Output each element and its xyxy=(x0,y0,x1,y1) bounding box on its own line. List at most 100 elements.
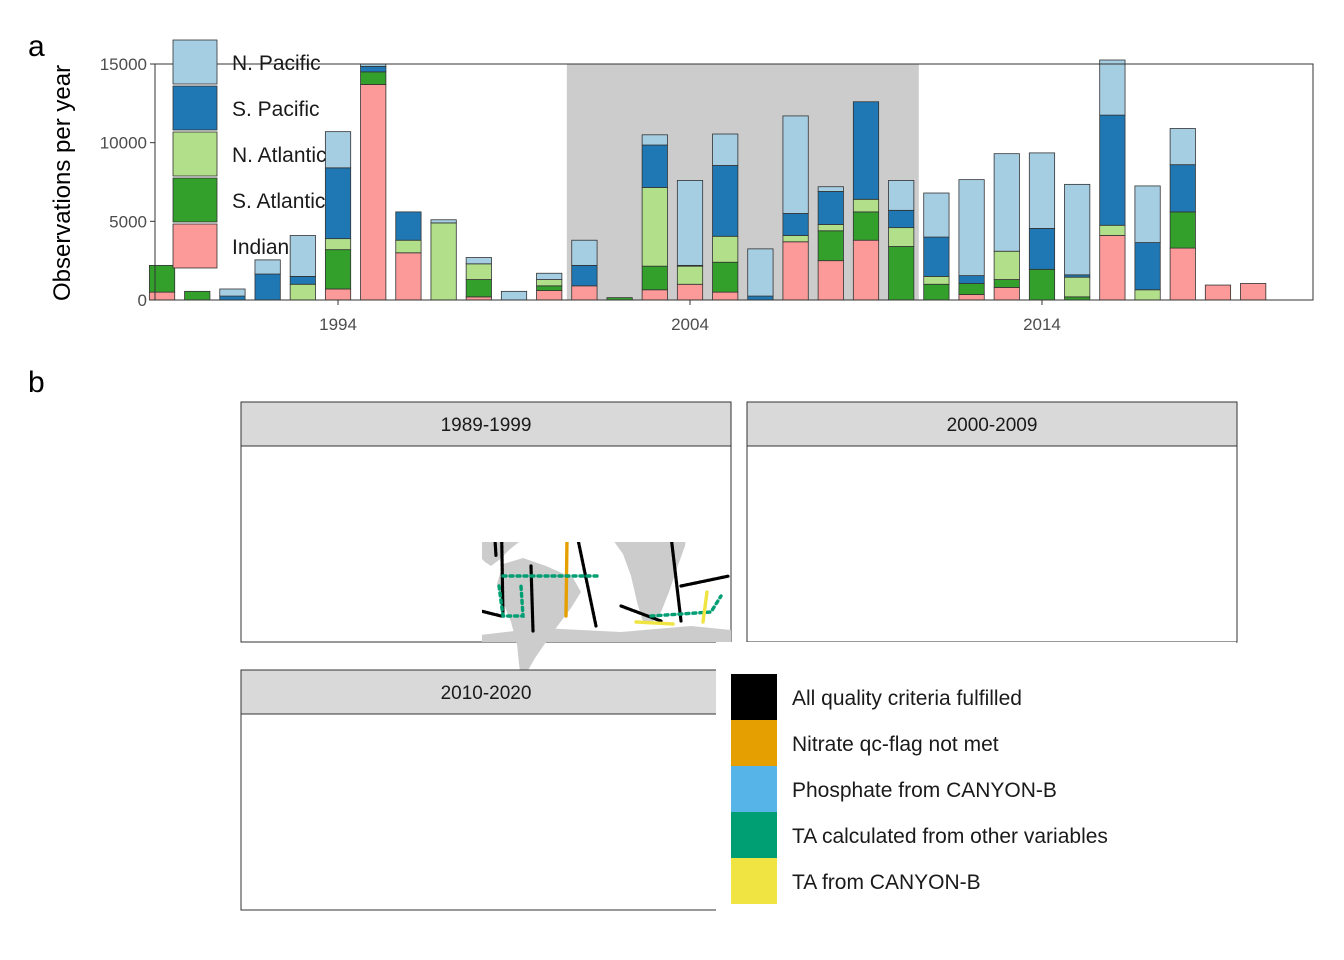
bar-segment xyxy=(747,295,774,301)
legend-key xyxy=(172,85,218,131)
bar-segment xyxy=(360,65,387,73)
cruise-track xyxy=(619,604,663,623)
bar-segment xyxy=(219,295,246,301)
bar-segment xyxy=(1028,268,1056,301)
map-legend-key xyxy=(731,812,777,858)
facet-strip xyxy=(240,669,732,715)
bar-segment xyxy=(1064,183,1091,276)
bar-segment xyxy=(958,179,985,277)
bar-segment xyxy=(1169,164,1196,213)
bar-segment xyxy=(852,239,880,301)
bar-segment xyxy=(958,294,985,301)
bar-segment xyxy=(430,222,457,301)
flagged-track xyxy=(634,620,675,626)
cruise-track xyxy=(500,542,505,618)
bar-segment xyxy=(782,213,809,236)
x-tick-label: 2014 xyxy=(1023,315,1061,334)
bar-segment xyxy=(536,272,563,280)
bar-segment xyxy=(360,84,387,301)
chart-axes: 0 5000 10000 15000 1994 2004 2014 xyxy=(100,55,1314,334)
bar-segment xyxy=(676,265,704,285)
facet-title: 1989-1999 xyxy=(441,415,532,436)
bar-segment xyxy=(1240,283,1267,301)
map-legend-label: All quality criteria fulfilled xyxy=(792,687,1022,710)
map-legend-label: TA calculated from other variables xyxy=(792,825,1108,848)
bar-segment xyxy=(324,131,352,169)
bar-segment xyxy=(254,273,281,301)
bar-segment xyxy=(958,283,985,295)
plot-border xyxy=(154,63,1314,301)
map-facet: 2000-2009 xyxy=(746,401,1238,643)
bar-segment xyxy=(888,180,915,211)
map-legend-label: TA from CANYON-B xyxy=(792,871,981,894)
legend-key xyxy=(172,131,218,177)
bar-segment xyxy=(782,235,809,243)
bar-segment xyxy=(888,209,915,229)
bar-segment xyxy=(289,283,316,301)
map-legend-key xyxy=(731,858,777,904)
bar-segment xyxy=(817,191,844,225)
bar-segment xyxy=(641,187,668,267)
bar-segment xyxy=(923,192,950,238)
bar-segment xyxy=(817,230,844,262)
bar-segment xyxy=(747,248,774,297)
bar-segment xyxy=(324,238,352,251)
map-legend: All quality criteria fulfilled Nitrate qc… xyxy=(716,642,1236,912)
y-axis-title: Observations per year xyxy=(49,65,76,301)
bar-segment xyxy=(852,211,880,241)
bar-segment xyxy=(536,285,563,291)
bar-segment xyxy=(324,167,352,240)
bar-segment xyxy=(536,290,563,301)
bar-segment xyxy=(641,265,668,291)
bar-segment xyxy=(641,134,668,146)
bar-segment xyxy=(923,236,950,277)
bar-segment xyxy=(993,250,1020,280)
legend-label: S. Pacific xyxy=(232,98,320,121)
legend-label: N. Pacific xyxy=(232,52,321,75)
bar-segment xyxy=(817,224,844,232)
x-tick-label: 2004 xyxy=(671,315,709,334)
bar-segment xyxy=(1028,228,1056,270)
bar-segment xyxy=(571,239,598,266)
map-area xyxy=(746,445,1238,643)
bar-segment xyxy=(395,252,422,301)
bar-segment xyxy=(1134,185,1161,243)
map-legend-key xyxy=(731,766,777,812)
bar-segment xyxy=(324,249,352,290)
bar-segment xyxy=(712,165,739,237)
y-tick-label: 10000 xyxy=(100,134,147,153)
bar-segment xyxy=(1099,59,1126,116)
legend-label: S. Atlantic xyxy=(232,190,325,213)
bar-segment xyxy=(1204,284,1232,301)
bar-segment xyxy=(641,144,668,188)
bar-segment xyxy=(395,211,422,241)
bar-segment xyxy=(536,279,563,287)
bar-segment xyxy=(852,198,880,213)
cruise-track xyxy=(493,542,498,558)
map-legend-key xyxy=(731,674,777,720)
bar-segment xyxy=(993,279,1020,288)
bar-segment xyxy=(993,153,1020,252)
bar-segment xyxy=(1134,242,1161,291)
legend-label: Indian xyxy=(232,236,289,259)
facet-title: 2000-2009 xyxy=(947,415,1038,436)
map-legend-label: Nitrate qc-flag not met xyxy=(792,733,999,756)
bar-segment xyxy=(1028,152,1056,229)
bar-segment xyxy=(395,239,422,254)
bar-segment xyxy=(465,279,492,298)
bar-segment xyxy=(782,115,809,214)
bar-segment xyxy=(888,246,915,301)
bar-segment xyxy=(289,275,316,285)
bar-segment xyxy=(1064,276,1091,298)
flagged-track xyxy=(649,594,723,618)
bar-segment xyxy=(254,259,281,275)
bar-segment xyxy=(1099,235,1126,301)
map-facet: 1989-1999 xyxy=(240,401,732,678)
panel-label-a: a xyxy=(28,30,45,63)
map-facets: 1989-1999 2000-2009 2010-2020 xyxy=(240,401,1238,911)
bar-segment xyxy=(465,257,492,265)
bar-segment xyxy=(712,235,739,263)
cruise-track xyxy=(482,609,503,618)
legend-key xyxy=(172,177,218,223)
bar-segment xyxy=(1099,224,1126,236)
